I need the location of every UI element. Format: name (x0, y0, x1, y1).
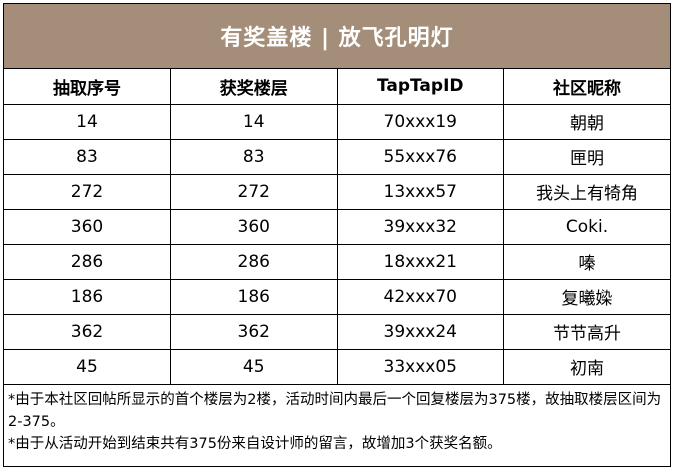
table-row: 272 272 13xxx57 我头上有犄角 (4, 173, 670, 210)
cell-taptap-id: 33xxx05 (336, 348, 504, 385)
table-row: 83 83 55xxx76 匣明 (4, 138, 670, 175)
table-row: 362 362 39xxx24 节节高升 (4, 313, 670, 350)
cell-draw-number: 83 (4, 138, 171, 175)
cell-draw-number: 14 (4, 103, 171, 140)
cell-taptap-id: 55xxx76 (336, 138, 504, 175)
panel-title: 有奖盖楼 | 放飞孔明灯 (4, 4, 670, 69)
cell-floor: 83 (170, 138, 338, 175)
cell-floor: 14 (170, 103, 338, 140)
cell-taptap-id: 42xxx70 (336, 278, 504, 315)
cell-taptap-id: 18xxx21 (336, 243, 504, 280)
cell-nickname: 朝朝 (503, 103, 670, 140)
cell-floor: 360 (170, 208, 338, 245)
table-row: 186 186 42xxx70 复曦媣 (4, 278, 670, 315)
column-header-taptap-id: TapTapID (336, 69, 504, 105)
cell-draw-number: 286 (4, 243, 171, 280)
cell-taptap-id: 13xxx57 (336, 173, 504, 210)
cell-floor: 272 (170, 173, 338, 210)
footnote-extra-winners: *由于从活动开始到结束共有375份来自设计师的留言，故增加3个获奖名额。 (8, 435, 502, 452)
cell-draw-number: 272 (4, 173, 171, 210)
column-header-nickname: 社区昵称 (503, 69, 670, 105)
winners-table: 抽取序号 获奖楼层 TapTapID 社区昵称 14 14 70xxx19 朝朝… (4, 69, 670, 385)
cell-nickname: 匣明 (503, 138, 670, 175)
cell-floor: 186 (170, 278, 338, 315)
column-header-draw-number: 抽取序号 (4, 69, 171, 105)
cell-floor: 286 (170, 243, 338, 280)
footnotes: *由于本社区回帖所显示的首个楼层为2楼，活动时间内最后一个回复楼层为375楼，故… (4, 385, 670, 455)
cell-nickname: 节节高升 (503, 313, 670, 350)
table-header-row: 抽取序号 获奖楼层 TapTapID 社区昵称 (4, 69, 670, 105)
winners-panel: 有奖盖楼 | 放飞孔明灯 抽取序号 获奖楼层 TapTapID 社区昵称 14 … (3, 3, 671, 467)
cell-taptap-id: 39xxx24 (336, 313, 504, 350)
cell-draw-number: 362 (4, 313, 171, 350)
cell-nickname: 复曦媣 (503, 278, 670, 315)
cell-draw-number: 45 (4, 348, 171, 385)
cell-draw-number: 186 (4, 278, 171, 315)
footnote-floor-range: *由于本社区回帖所显示的首个楼层为2楼，活动时间内最后一个回复楼层为375楼，故… (8, 391, 662, 430)
cell-floor: 45 (170, 348, 338, 385)
cell-floor: 362 (170, 313, 338, 350)
cell-nickname: 嗪 (503, 243, 670, 280)
cell-nickname: 初南 (503, 348, 670, 385)
cell-taptap-id: 70xxx19 (336, 103, 504, 140)
table-row: 286 286 18xxx21 嗪 (4, 243, 670, 280)
table-row: 45 45 33xxx05 初南 (4, 348, 670, 385)
table-row: 360 360 39xxx32 Coki. (4, 208, 670, 245)
table-row: 14 14 70xxx19 朝朝 (4, 103, 670, 140)
column-header-floor: 获奖楼层 (170, 69, 338, 105)
cell-nickname: 我头上有犄角 (503, 173, 670, 210)
cell-draw-number: 360 (4, 208, 171, 245)
cell-taptap-id: 39xxx32 (336, 208, 504, 245)
cell-nickname: Coki. (503, 208, 670, 245)
